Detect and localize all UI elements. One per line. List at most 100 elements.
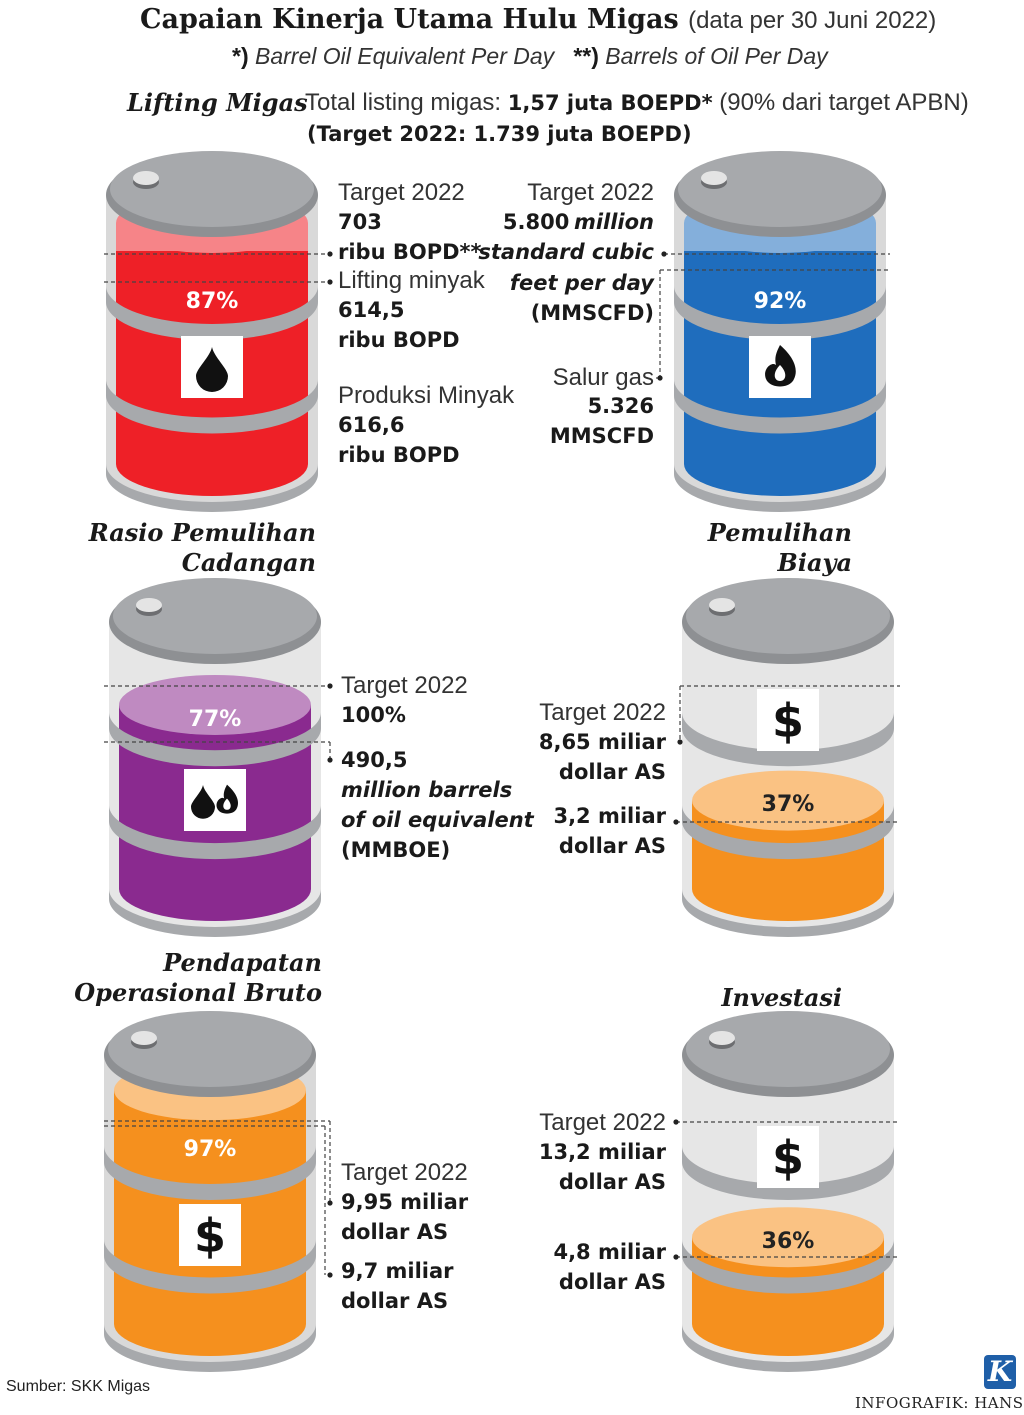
cost-rib-0 [682, 712, 895, 767]
invest-percent-label: 36% [762, 1229, 815, 1254]
leader-dot-10 [673, 1119, 679, 1125]
revenue-icon-box [179, 1204, 241, 1266]
gas-actual-label: Salur gas [552, 364, 654, 391]
oil-barrel: 87% [106, 151, 318, 512]
leader-dot-0 [327, 251, 333, 257]
gas-target-unit-4: (MMSCFD) [530, 301, 654, 325]
leader-dot-9 [327, 1272, 333, 1278]
revenue-actual-unit: dollar AS [341, 1289, 449, 1313]
lifting-total-suffix: (90% dari target APBN) [719, 89, 969, 116]
revenue-rib-1 [104, 1239, 316, 1294]
oil-target-unit: ribu BOPD** [338, 240, 482, 264]
footnote-2-mark: **) [573, 43, 599, 69]
oil-lid [110, 151, 314, 227]
rrr-target-value: 100% [341, 703, 406, 727]
leader-dot-3 [657, 375, 663, 381]
cost-title: Pemulihan Biaya [600, 518, 852, 578]
oil-cap [133, 171, 159, 185]
rrr-rib-1 [109, 805, 321, 860]
leader-dot-7 [673, 819, 679, 825]
oil-prod-unit: ribu BOPD [338, 443, 460, 467]
oil-bottom-rim [106, 464, 318, 512]
cost-liquid-surface [692, 770, 884, 831]
oil-target-value: 703 [338, 210, 382, 234]
rrr-title-1: Rasio Pemulihan [88, 518, 316, 547]
revenue-target-label: Target 2022 [341, 1159, 468, 1186]
rrr-actual-unit-1: million barrels [341, 778, 513, 802]
cost-liquid [692, 800, 884, 921]
date-note: (data per 30 Juni 2022) [688, 7, 937, 34]
cost-target-label: Target 2022 [539, 699, 666, 726]
revenue-cap [131, 1031, 157, 1045]
gas-rib-0 [674, 286, 886, 340]
title-text: Capaian Kinerja Utama Hulu Migas [140, 4, 679, 35]
kompas-logo: K [984, 1355, 1016, 1389]
cost-target-unit: dollar AS [558, 760, 666, 784]
lifting-title: Lifting Migas [127, 88, 308, 117]
rrr-lid [113, 578, 317, 654]
leader-dot-6 [677, 739, 683, 745]
flame-inner-icon [223, 798, 231, 810]
invest-target-label: Target 2022 [539, 1109, 666, 1136]
invest-title: Investasi [721, 983, 842, 1012]
invest-actual-value: 4,8 miliar [553, 1240, 666, 1264]
lifting-total-prefix: Total listing migas: [305, 89, 502, 116]
gas-target-value-line: 5.800 million [440, 210, 654, 234]
invest-rib-0 [682, 1146, 894, 1200]
oil-prod-value: 616,6 [338, 413, 405, 437]
revenue-barrel: $97% [104, 1011, 316, 1372]
rrr-bottom-rim [109, 889, 321, 937]
cost-bottom-rim [682, 889, 894, 937]
invest-liquid-surface [692, 1207, 884, 1268]
footnote-1-mark: *) [232, 43, 249, 69]
invest-target-unit: dollar AS [558, 1170, 666, 1194]
cost-barrel: $37% [682, 578, 895, 937]
revenue-percent-label: 97% [184, 1137, 237, 1162]
revenue-title-2: Operasional Bruto [74, 978, 322, 1007]
rrr-title: Rasio Pemulihan Cadangan [60, 518, 316, 578]
rrr-liquid-surface [119, 674, 311, 735]
rrr-actual-value: 490,5 [341, 748, 408, 772]
gas-target-label: Target 2022 [527, 179, 654, 206]
footnote-1-text: Barrel Oil Equivalent Per Day [255, 43, 555, 69]
revenue-title: Pendapatan Operasional Bruto [60, 948, 322, 1008]
revenue-bottom-rim [104, 1324, 316, 1372]
cost-cap [709, 598, 735, 612]
invest-bottom-rim [682, 1324, 894, 1372]
cost-title-2: Biaya [777, 548, 852, 577]
oil-actual-value: 614,5 [338, 298, 405, 322]
leader-dot-1 [327, 279, 333, 285]
dollar-icon: $ [194, 1209, 226, 1263]
gas-target-value: 5.800 [502, 210, 570, 234]
logo-letter: K [987, 1355, 1013, 1388]
cost-target-value: 8,65 miliar [538, 730, 666, 754]
leader-dot-2 [661, 251, 667, 257]
oil-drop-icon [191, 785, 216, 819]
oil-percent-label: 87% [186, 289, 239, 314]
rrr-percent-label: 77% [189, 707, 242, 732]
invest-liquid [692, 1237, 884, 1356]
lifting-total: Total listing migas: 1,57 juta BOEPD* (9… [305, 88, 969, 118]
rrr-target-label: Target 2022 [341, 672, 468, 699]
invest-cap [709, 1031, 735, 1045]
revenue-title-1: Pendapatan [163, 948, 322, 977]
invest-barrel: $36% [682, 1011, 895, 1372]
invest-actual-unit: dollar AS [558, 1270, 666, 1294]
rrr-barrel: 77% [109, 578, 321, 937]
page-title: Capaian Kinerja Utama Hulu Migas (data p… [140, 4, 936, 35]
oil-actual-label: Lifting minyak [338, 267, 485, 294]
lifting-target-line: (Target 2022: 1.739 juta BOEPD) [307, 122, 692, 146]
footnote-2-text: Barrels of Oil Per Day [605, 43, 828, 69]
revenue-lid [108, 1011, 312, 1087]
invest-rib-1 [682, 1239, 895, 1294]
dollar-icon: $ [772, 694, 804, 748]
flame-inner-icon [774, 365, 786, 381]
oil-target-label: Target 2022 [338, 179, 465, 206]
rrr-cap [136, 598, 162, 612]
leader-dot-8 [327, 1200, 333, 1206]
cost-actual-unit: dollar AS [558, 834, 666, 858]
gas-rib-1 [674, 379, 887, 434]
rrr-actual-unit-2: of oil equivalent [341, 808, 534, 832]
gas-actual-value: 5.326 [587, 394, 654, 418]
